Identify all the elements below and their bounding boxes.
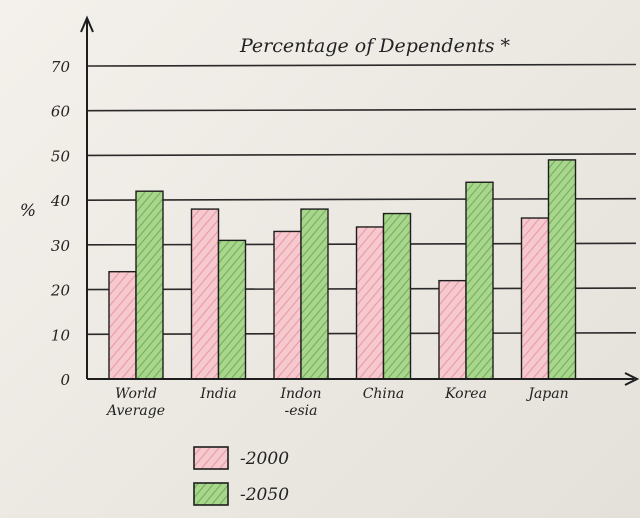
x-tick-label: Japan — [525, 386, 568, 402]
y-tick-label: 30 — [51, 237, 71, 255]
gridline — [86, 63, 637, 67]
bar-2050 — [382, 212, 412, 380]
y-tick-label: 20 — [50, 282, 71, 300]
y-tick-label: 0 — [60, 371, 70, 389]
x-tick-label: Korea — [444, 386, 487, 402]
y-tick-label: 70 — [51, 58, 71, 76]
y-tick-label: 10 — [51, 326, 71, 344]
bar-2000 — [190, 208, 220, 380]
bar-2050 — [135, 190, 164, 380]
x-tick-label: Indon -esia — [280, 386, 322, 419]
bar-2000 — [108, 270, 137, 380]
bar-2050 — [300, 208, 329, 380]
y-tick-label: 40 — [50, 192, 71, 210]
y-tick-label: 50 — [51, 147, 71, 165]
legend-label-2000: -2000 — [240, 449, 289, 469]
bar-2050 — [547, 159, 577, 380]
y-axis-label: % — [20, 201, 36, 221]
bar-2050 — [465, 181, 494, 380]
x-axis-arrow — [624, 372, 640, 386]
gridline — [86, 108, 637, 112]
bar-2000 — [273, 230, 302, 380]
bar-2000 — [355, 226, 385, 380]
bar-2000 — [438, 279, 467, 380]
legend-swatch-2000 — [193, 446, 229, 470]
legend-label-2050: -2050 — [240, 485, 289, 505]
gridline — [86, 153, 637, 157]
bar-2050 — [217, 239, 247, 380]
x-tick-label: China — [363, 386, 405, 402]
chart-title: Percentage of Dependents * — [239, 35, 510, 57]
gridline — [86, 197, 637, 201]
legend-swatch-2050 — [193, 482, 229, 506]
bar-2000 — [520, 217, 550, 380]
y-tick-label: 60 — [51, 103, 71, 121]
x-tick-label: India — [199, 386, 236, 402]
x-tick-label: World Average — [105, 386, 165, 419]
y-axis-arrow — [80, 15, 94, 33]
